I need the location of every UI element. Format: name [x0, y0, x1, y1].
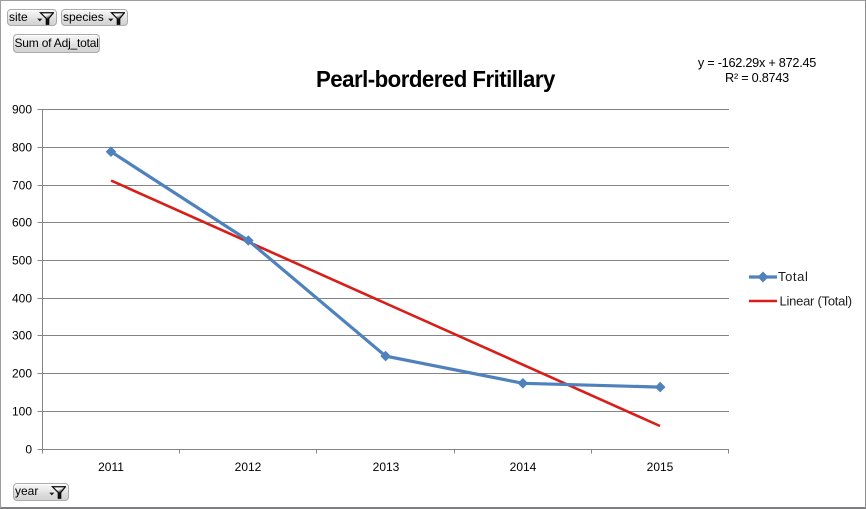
svg-text:500: 500: [12, 254, 32, 268]
svg-text:2013: 2013: [373, 460, 400, 474]
svg-text:Linear (Total): Linear (Total): [780, 294, 852, 309]
svg-text:2011: 2011: [98, 460, 124, 474]
svg-text:700: 700: [12, 179, 32, 193]
svg-text:800: 800: [12, 141, 32, 155]
svg-text:0: 0: [25, 443, 32, 457]
svg-text:600: 600: [12, 216, 32, 230]
svg-text:400: 400: [12, 292, 32, 306]
svg-text:2012: 2012: [235, 460, 262, 474]
svg-text:300: 300: [12, 329, 32, 343]
svg-text:2015: 2015: [647, 460, 674, 474]
svg-text:2014: 2014: [510, 460, 537, 474]
svg-text:100: 100: [12, 405, 32, 419]
svg-text:Total: Total: [778, 269, 808, 284]
svg-text:200: 200: [12, 367, 32, 381]
svg-text:900: 900: [12, 103, 32, 117]
